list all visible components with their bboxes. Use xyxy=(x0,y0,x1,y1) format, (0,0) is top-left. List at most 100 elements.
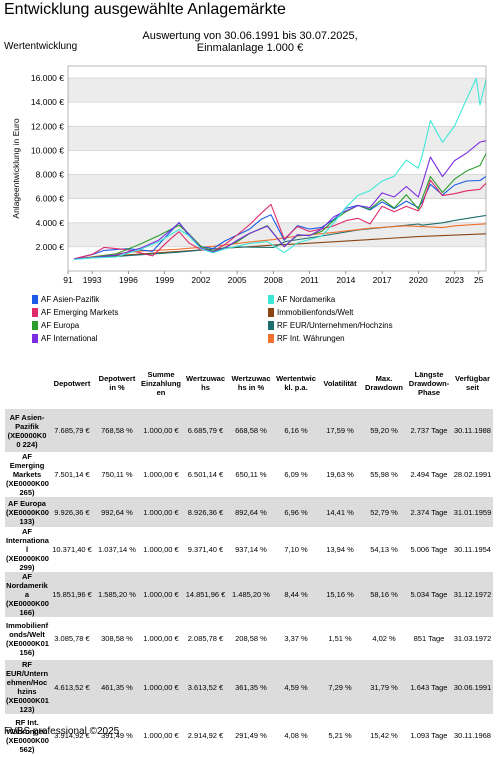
table-cell: 9.926,36 € xyxy=(49,497,95,527)
x-tick-label: 2011 xyxy=(300,275,319,285)
legend-label: AF International xyxy=(41,333,98,343)
table-cell: 1.485,20 % xyxy=(228,572,274,617)
legend-label: AF Emerging Markets xyxy=(41,307,119,317)
table-cell: 7.501,14 € xyxy=(54,470,90,479)
table-row: AF Asien-Pazifik (XE0000K0 0 224) 7.685,7… xyxy=(5,409,493,452)
column-header: Wertzuwac hs in % xyxy=(231,374,271,392)
table-cell: 6,96 % xyxy=(274,497,318,527)
column-header: Volatilität xyxy=(323,378,357,388)
table-cell: 1.000,00 € xyxy=(143,470,179,479)
table-cell: 2.494 Tage xyxy=(410,470,448,479)
row-name: AF Asien-Pazifik (XE0000K0 0 224) xyxy=(5,409,49,452)
table-cell: 30.11.1988 xyxy=(452,409,493,452)
table-cell: 1.000,00 € xyxy=(139,409,183,452)
table-cell: 768,58 % xyxy=(95,409,139,452)
y-tick-label: 14.000 € xyxy=(31,97,64,107)
table-cell: 5.034 Tage xyxy=(406,572,452,617)
legend-item: RF EUR/Unternehmen/Hochzins xyxy=(268,320,393,330)
chart-subtitle: Auswertung von 30.06.1991 bis 30.07.2025… xyxy=(0,30,500,54)
page-title: Entwicklung ausgewählte Anlagemärkte xyxy=(4,1,286,18)
row-name: AF Nordamerik a (XE0000K00 166) xyxy=(5,572,49,617)
table-cell: 59,20 % xyxy=(362,409,406,452)
table-cell: 2.737 Tage xyxy=(406,409,452,452)
series-line-2 xyxy=(73,153,487,261)
table-cell: 1.643 Tage xyxy=(406,660,452,714)
x-tick-label: 2017 xyxy=(373,275,392,285)
legend-label: AF Asien-Pazifik xyxy=(41,294,100,304)
legend-swatch xyxy=(32,294,38,304)
table-cell: 31,79 % xyxy=(362,660,406,714)
table-cell: 1,51 % xyxy=(328,634,352,643)
table-cell: 892,64 % xyxy=(228,497,274,527)
y-tick-label: 4.000 € xyxy=(36,218,65,228)
legend-label: RF Int. Währungen xyxy=(277,333,345,343)
table-cell: 1.000,00 € xyxy=(143,634,179,643)
x-tick-label: 25 xyxy=(474,275,484,285)
row-name: Immobilienf onds/Welt (XE0000K01 156) xyxy=(6,620,49,657)
legend-item: AF Nordamerika xyxy=(268,294,335,304)
table-cell: 9.371,40 € xyxy=(187,545,224,554)
table-cell: 937,14 % xyxy=(235,545,267,554)
table-cell: 391,49 % xyxy=(101,731,133,740)
series-line-6 xyxy=(73,214,487,260)
table-cell: 361,35 % xyxy=(228,660,274,714)
x-tick-label: 91 xyxy=(63,275,73,285)
legend-swatch xyxy=(32,333,38,343)
x-tick-label: 2008 xyxy=(264,275,283,285)
legend-swatch xyxy=(268,320,274,330)
table-cell: 4.613,52 € xyxy=(49,660,95,714)
legend-label: Immobilienfonds/Welt xyxy=(277,307,354,317)
column-header: Verfügbar seit xyxy=(454,374,490,392)
table-cell: 750,11 % xyxy=(101,470,133,479)
series-line-4 xyxy=(73,77,487,260)
table-cell: 14.851,96 € xyxy=(183,572,228,617)
legend-swatch xyxy=(268,294,274,304)
table-cell: 291,49 % xyxy=(235,731,267,740)
y-tick-label: 10.000 € xyxy=(31,145,64,155)
footer-copyright: FVBS professional ©2025 xyxy=(4,726,120,737)
performance-chart: 2.000 € 4.000 € 6.000 € 8.000 € 10.000 € 12.0… xyxy=(11,65,487,285)
table-row: AF Europa (XE0000K00 133) 9.926,36 €992,6… xyxy=(5,497,493,527)
legend-label: AF Nordamerika xyxy=(277,294,336,304)
table-cell: 1.037,14 % xyxy=(98,545,136,554)
table-cell: 4,59 % xyxy=(274,660,318,714)
y-tick-label: 8.000 € xyxy=(36,170,65,180)
x-tick-label: 2023 xyxy=(445,275,464,285)
column-header: Wertentwic kl. p.a. xyxy=(276,374,316,392)
y-tick-label: 12.000 € xyxy=(31,121,64,131)
table-cell: 4,08 % xyxy=(284,731,308,740)
table-cell: 5.006 Tage xyxy=(410,545,448,554)
table-cell: 31.12.1972 xyxy=(452,572,493,617)
table-cell: 19,63 % xyxy=(326,470,354,479)
y-tick-label: 6.000 € xyxy=(36,194,65,204)
x-tick-label: 2020 xyxy=(409,275,428,285)
table-cell: 1.000,00 € xyxy=(139,497,183,527)
table-cell: 54,13 % xyxy=(370,545,398,554)
subtitle-line-2: Einmalanlage 1.000 € xyxy=(196,42,304,54)
x-tick-label: 2002 xyxy=(191,275,210,285)
table-cell: 30.11.1954 xyxy=(454,545,491,554)
column-header: Max. Drawdown xyxy=(365,374,403,392)
x-tick-label: 1996 xyxy=(119,275,138,285)
table-cell: 308,58 % xyxy=(101,634,133,643)
table-row: Immobilienf onds/Welt (XE0000K01 156) 3.0… xyxy=(5,617,493,660)
table-cell: 1.585,20 % xyxy=(95,572,139,617)
table-row: AF Internationa l (XE0000K00 299) 10.371,… xyxy=(5,527,493,572)
table-header-row: Depotwert Depotwert in % Summe Einzahlung … xyxy=(5,357,493,409)
table-cell: 7.685,79 € xyxy=(49,409,95,452)
subtitle-line-1: Auswertung von 30.06.1991 bis 30.07.2025… xyxy=(142,30,358,42)
y-axis-label: Anlageentwicklung in Euro xyxy=(11,118,21,218)
table-cell: 4,02 % xyxy=(372,634,396,643)
table-cell: 2.085,78 € xyxy=(187,634,224,643)
table-cell: 851 Tage xyxy=(413,634,445,643)
table-cell: 31.03.1972 xyxy=(453,634,492,643)
plot-band xyxy=(68,126,486,151)
table-cell: 17,59 % xyxy=(318,409,362,452)
table-cell: 55,98 % xyxy=(370,470,398,479)
legend-item: Immobilienfonds/Welt xyxy=(268,307,353,317)
table-cell: 1.000,00 € xyxy=(139,660,183,714)
x-tick-label: 1993 xyxy=(83,275,102,285)
table-cell: 2.914,92 € xyxy=(187,731,224,740)
table-cell: 6.685,79 € xyxy=(183,409,228,452)
legend-item: AF Asien-Pazifik xyxy=(32,294,99,304)
